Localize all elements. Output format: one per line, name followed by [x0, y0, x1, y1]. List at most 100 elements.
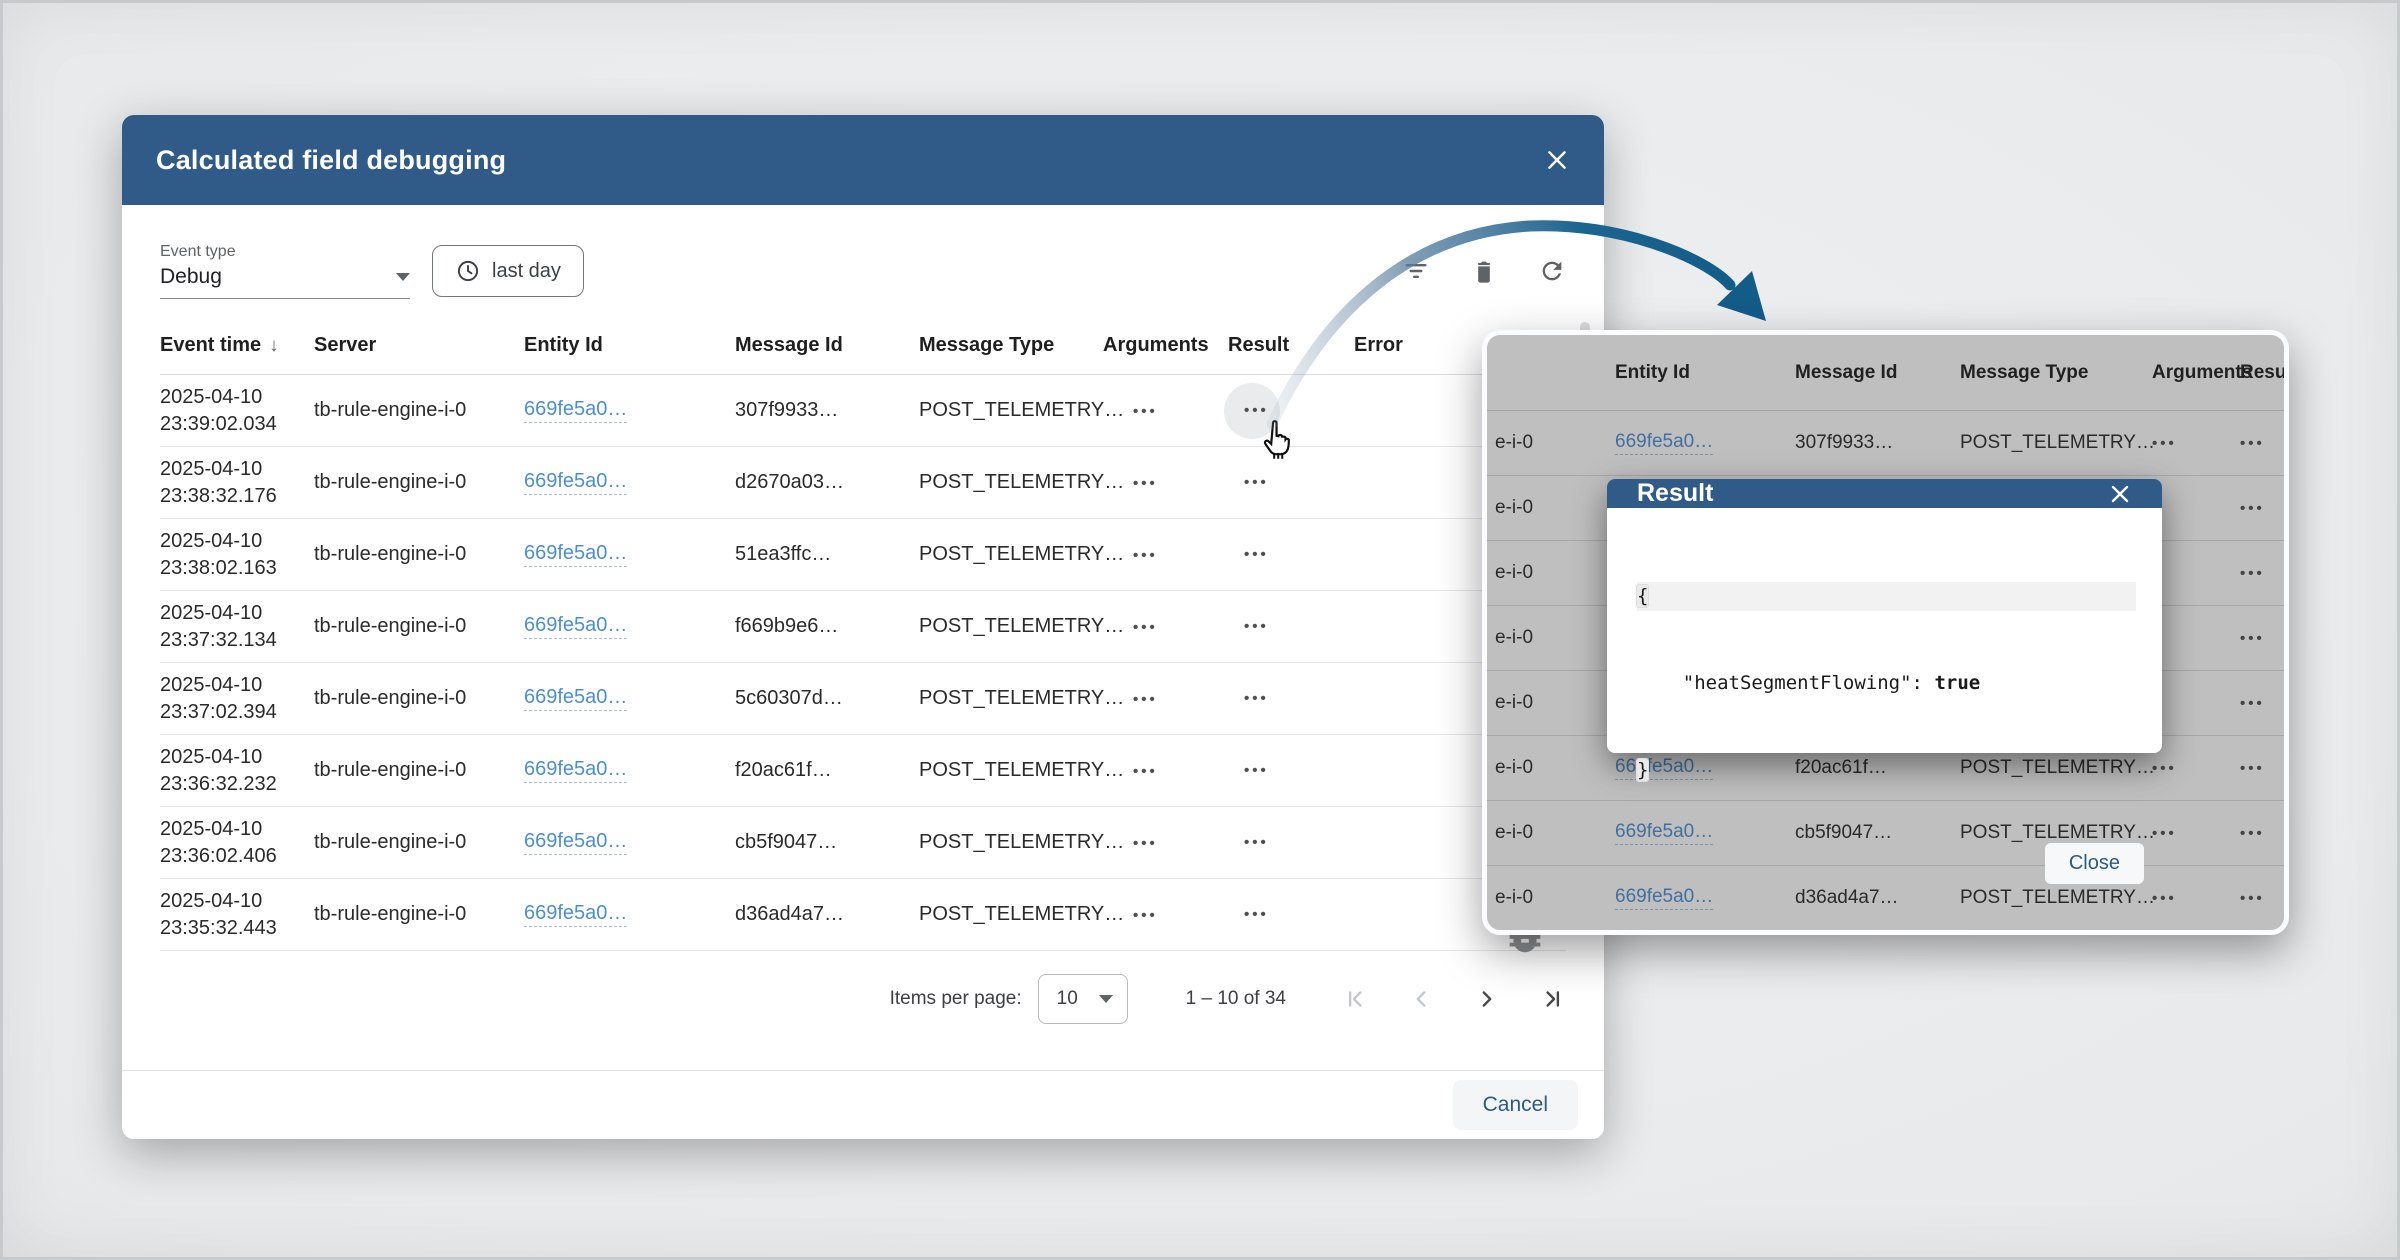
result-dialog-header: Result: [1607, 479, 2162, 508]
chevron-right-icon: [1482, 991, 1492, 1007]
items-per-page-label: Items per page:: [889, 988, 1022, 1009]
last-page-button[interactable]: [1540, 986, 1566, 1012]
items-per-page-select[interactable]: 10: [1037, 974, 1128, 1024]
arguments-ellipsis-button[interactable]: •••: [1133, 475, 1158, 492]
column-message-id: Message Id: [735, 334, 843, 356]
table-row: 2025-04-10 23:37:32.134 tb-rule-engine-i-…: [160, 591, 1566, 663]
server-fragment: e-i-0: [1495, 497, 1534, 518]
dialog-title: Calculated field debugging: [156, 144, 507, 175]
clear-events-button[interactable]: [1470, 257, 1498, 285]
result-ellipsis-button[interactable]: •••: [1244, 834, 1269, 851]
message-type-cell: POST_TELEMETRY…: [919, 615, 1125, 637]
message-type-cell: POST_TELEMETRY…: [919, 831, 1125, 853]
clock-icon: [457, 260, 479, 282]
zoom-column-message-id: Message Id: [1795, 361, 1898, 383]
sort-desc-icon: ↓: [269, 334, 279, 356]
arguments-ellipsis-button[interactable]: •••: [1133, 763, 1158, 780]
result-ellipsis-button[interactable]: •••: [1244, 402, 1269, 419]
code-line: }: [1637, 759, 1649, 781]
message-type-cell: POST_TELEMETRY…: [919, 399, 1125, 421]
time-range-button[interactable]: last day: [432, 245, 584, 297]
table-row: 2025-04-10 23:36:02.406 tb-rule-engine-i-…: [160, 807, 1566, 879]
arguments-ellipsis-button[interactable]: •••: [1133, 619, 1158, 636]
table-row: 2025-04-10 23:37:02.394 tb-rule-engine-i-…: [160, 663, 1566, 735]
arguments-ellipsis: •••: [2152, 760, 2177, 777]
result-close-button[interactable]: [2108, 482, 2132, 506]
message-id-cell: f669b9e6…: [735, 615, 839, 637]
arguments-ellipsis-button[interactable]: •••: [1133, 403, 1158, 420]
table-toolbar: [1402, 257, 1566, 285]
previous-page-button[interactable]: [1408, 986, 1434, 1012]
server-fragment: e-i-0: [1495, 432, 1534, 453]
result-ellipsis-button[interactable]: •••: [1244, 474, 1269, 491]
result-ellipsis: •••: [2240, 630, 2265, 647]
message-type-cell: POST_TELEMETRY…: [919, 471, 1125, 493]
column-event-time[interactable]: Event time ↓: [160, 334, 279, 356]
server-fragment: e-i-0: [1495, 757, 1534, 778]
server-cell: tb-rule-engine-i-0: [314, 687, 467, 709]
entity-id-link[interactable]: 669fe5a0…: [524, 686, 628, 711]
zoom-column-arguments: Arguments: [2152, 361, 2253, 383]
entity-id-link: 669fe5a0…: [1615, 821, 1714, 845]
time-range-label: last day: [492, 259, 561, 282]
entity-id-link[interactable]: 669fe5a0…: [524, 614, 628, 639]
message-id-cell: f20ac61f…: [735, 759, 832, 781]
refresh-button[interactable]: [1538, 257, 1566, 285]
column-entity-id: Entity Id: [524, 334, 603, 356]
event-time-cell: 2025-04-10 23:35:32.443: [160, 889, 277, 939]
zoom-column-result: Result: [2240, 361, 2287, 383]
result-ellipsis-button[interactable]: •••: [1244, 618, 1269, 635]
chevron-down-icon: [396, 273, 410, 281]
result-ellipsis: •••: [2240, 695, 2265, 712]
message-id-cell: f20ac61f…: [1795, 757, 1887, 778]
event-type-select[interactable]: Event type Debug: [160, 243, 410, 299]
code-line: {: [1637, 582, 2136, 611]
entity-id-link[interactable]: 669fe5a0…: [524, 902, 628, 927]
hand-cursor-icon: [1263, 420, 1290, 459]
cancel-button[interactable]: Cancel: [1452, 1080, 1578, 1130]
dialog-footer: Cancel: [122, 1070, 1604, 1139]
filter-button[interactable]: [1402, 257, 1430, 285]
result-ellipsis-button[interactable]: •••: [1244, 690, 1269, 707]
entity-id-link[interactable]: 669fe5a0…: [524, 542, 628, 567]
result-ellipsis-button[interactable]: •••: [1244, 546, 1269, 563]
close-button[interactable]: Close: [2044, 843, 2144, 884]
entity-id-link[interactable]: 669fe5a0…: [524, 398, 628, 423]
dialog-close-button[interactable]: [1544, 147, 1570, 173]
first-page-button[interactable]: [1342, 986, 1368, 1012]
message-id-cell: 307f9933…: [1795, 432, 1894, 453]
message-type-cell: POST_TELEMETRY…: [919, 759, 1125, 781]
result-ellipsis-button[interactable]: •••: [1244, 906, 1269, 923]
column-message-type: Message Type: [919, 334, 1055, 356]
server-cell: tb-rule-engine-i-0: [314, 903, 467, 925]
result-ellipsis-button[interactable]: •••: [1244, 762, 1269, 779]
server-fragment: e-i-0: [1495, 692, 1534, 713]
entity-id-link[interactable]: 669fe5a0…: [524, 758, 628, 783]
server-fragment: e-i-0: [1495, 627, 1534, 648]
message-type-cell: POST_TELEMETRY…: [1960, 887, 2155, 908]
table-row: 2025-04-10 23:36:32.232 tb-rule-engine-i-…: [160, 735, 1566, 807]
message-type-cell: POST_TELEMETRY…: [1960, 757, 2155, 778]
entity-id-link[interactable]: 669fe5a0…: [524, 470, 628, 495]
result-ellipsis: •••: [2240, 500, 2265, 517]
entity-id-link[interactable]: 669fe5a0…: [524, 830, 628, 855]
zoom-table-row: e-i-0 669fe5a0… 307f9933… POST_TELEMETRY…: [1487, 411, 2284, 476]
message-type-cell: POST_TELEMETRY…: [919, 543, 1125, 565]
refresh-icon: [1542, 261, 1562, 281]
close-icon: [1548, 151, 1566, 169]
server-cell: tb-rule-engine-i-0: [314, 759, 467, 781]
result-ellipsis: •••: [2240, 825, 2265, 842]
next-page-button[interactable]: [1474, 986, 1500, 1012]
arguments-ellipsis-button[interactable]: •••: [1133, 691, 1158, 708]
arguments-ellipsis-button[interactable]: •••: [1133, 835, 1158, 852]
first-page-icon: [1348, 991, 1362, 1007]
result-dialog-title: Result: [1637, 479, 1714, 507]
code-line: "heatSegmentFlowing": true: [1682, 672, 1981, 694]
entity-id-link: 669fe5a0…: [1615, 431, 1714, 455]
arguments-ellipsis-button[interactable]: •••: [1133, 907, 1158, 924]
table-row: 2025-04-10 23:38:02.163 tb-rule-engine-i-…: [160, 519, 1566, 591]
trash-icon: [1478, 261, 1490, 283]
arguments-ellipsis-button[interactable]: •••: [1133, 547, 1158, 564]
chevron-left-icon: [1416, 991, 1426, 1007]
result-ellipsis: •••: [2240, 565, 2265, 582]
